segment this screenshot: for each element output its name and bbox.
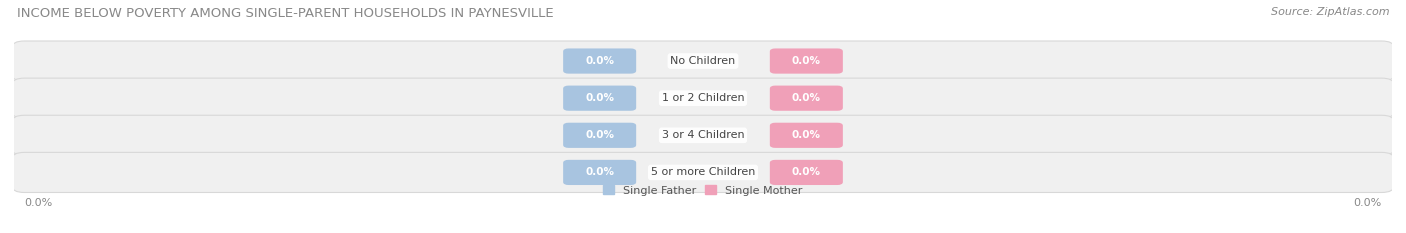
- FancyBboxPatch shape: [770, 48, 842, 74]
- Text: 3 or 4 Children: 3 or 4 Children: [662, 130, 744, 140]
- FancyBboxPatch shape: [564, 160, 636, 185]
- FancyBboxPatch shape: [564, 86, 636, 111]
- Text: 0.0%: 0.0%: [585, 130, 614, 140]
- Text: 0.0%: 0.0%: [792, 168, 821, 178]
- FancyBboxPatch shape: [13, 115, 1393, 155]
- Text: 0.0%: 0.0%: [1354, 198, 1382, 208]
- Text: INCOME BELOW POVERTY AMONG SINGLE-PARENT HOUSEHOLDS IN PAYNESVILLE: INCOME BELOW POVERTY AMONG SINGLE-PARENT…: [17, 7, 554, 20]
- FancyBboxPatch shape: [13, 152, 1393, 192]
- Text: 0.0%: 0.0%: [792, 56, 821, 66]
- Text: No Children: No Children: [671, 56, 735, 66]
- FancyBboxPatch shape: [770, 123, 842, 148]
- FancyBboxPatch shape: [770, 160, 842, 185]
- FancyBboxPatch shape: [13, 41, 1393, 81]
- Text: 0.0%: 0.0%: [585, 93, 614, 103]
- Text: Source: ZipAtlas.com: Source: ZipAtlas.com: [1271, 7, 1389, 17]
- Text: 0.0%: 0.0%: [585, 168, 614, 178]
- FancyBboxPatch shape: [13, 78, 1393, 118]
- Text: 5 or more Children: 5 or more Children: [651, 168, 755, 178]
- Text: 1 or 2 Children: 1 or 2 Children: [662, 93, 744, 103]
- FancyBboxPatch shape: [564, 123, 636, 148]
- FancyBboxPatch shape: [564, 48, 636, 74]
- Text: 0.0%: 0.0%: [585, 56, 614, 66]
- Legend: Single Father, Single Mother: Single Father, Single Mother: [603, 185, 803, 196]
- Text: 0.0%: 0.0%: [24, 198, 52, 208]
- Text: 0.0%: 0.0%: [792, 93, 821, 103]
- FancyBboxPatch shape: [770, 86, 842, 111]
- Text: 0.0%: 0.0%: [792, 130, 821, 140]
